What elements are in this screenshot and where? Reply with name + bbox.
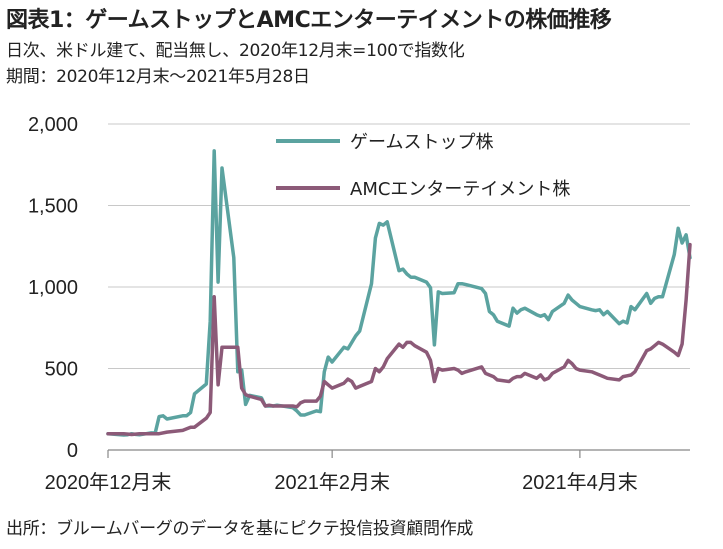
legend-label-1: ゲームストップ株 — [350, 132, 493, 153]
legend: ゲームストップ株 AMCエンターテイメント株 — [276, 132, 570, 200]
y-tick-label: 1,500 — [28, 196, 78, 218]
chart-subtitle-period: 期間：2020年12月末～2021年5月28日 — [6, 67, 310, 87]
x-tick-label: 2021年2月末 — [274, 471, 390, 494]
y-tick-label: 2,000 — [28, 114, 78, 136]
y-tick-label: 0 — [67, 440, 78, 462]
y-tick-label: 500 — [45, 359, 78, 381]
y-axis-ticks: 0 500 1,000 1,500 2,000 — [28, 114, 78, 462]
grid-lines — [108, 123, 690, 369]
source-note: 出所：ブルームバーグのデータを基にピクテ投信投資顧問作成 — [6, 519, 474, 539]
chart-title: 図表1：ゲームストップとAMCエンターテイメントの株価推移 — [6, 8, 612, 33]
legend-label-2: AMCエンターテイメント株 — [350, 179, 570, 200]
y-tick-label: 1,000 — [28, 277, 78, 299]
series-line-2 — [106, 242, 692, 437]
x-tick-label: 2021年4月末 — [522, 471, 638, 494]
series-lines — [106, 149, 692, 437]
series-line-1 — [106, 149, 692, 437]
chart-subtitle-basis: 日次、米ドル建て、配当無し、2020年12月末=100で指数化 — [6, 41, 465, 61]
x-tick-label: 2020年12月末 — [45, 471, 172, 494]
x-axis: 2020年12月末 2021年2月末 2021年4月末 — [45, 449, 690, 494]
